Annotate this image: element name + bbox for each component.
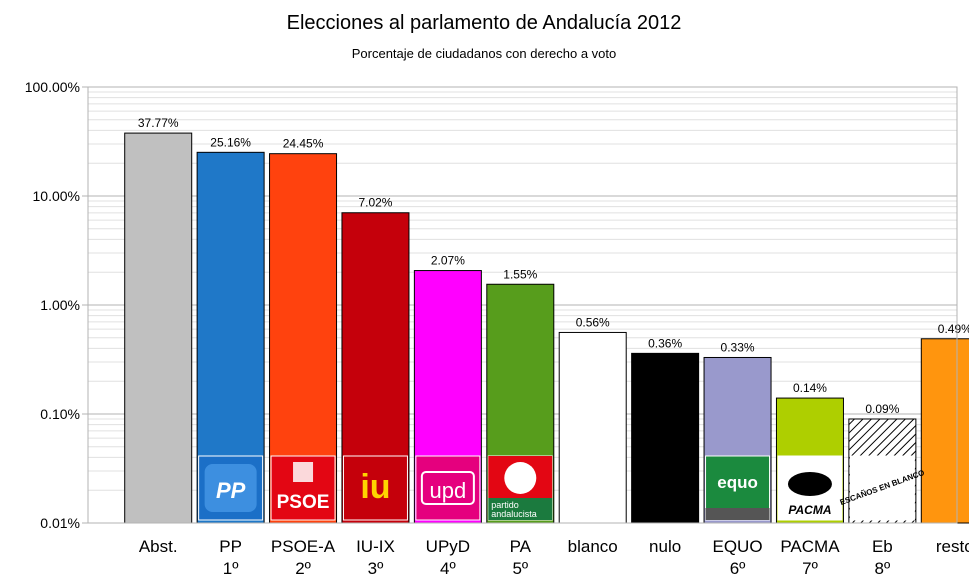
data-label: 7.02% — [358, 196, 392, 210]
x-tick-label: blanco — [568, 537, 618, 556]
bar-nulo — [631, 352, 700, 524]
rank-label: 4º — [440, 559, 456, 578]
y-tick-label: 10.00% — [33, 188, 80, 204]
x-tick-label: UPyD — [426, 537, 470, 556]
logo-pacma: PACMA — [777, 455, 843, 521]
data-label: 2.07% — [431, 254, 465, 268]
logo-background — [342, 455, 408, 521]
x-tick-label: Eb — [872, 537, 893, 556]
chart-subtitle: Porcentaje de ciudadanos con derecho a v… — [352, 46, 617, 61]
rose-icon — [293, 462, 314, 482]
logo-equo: equo — [705, 455, 771, 521]
rank-label: 1º — [223, 559, 239, 578]
bar-abst. — [124, 132, 193, 524]
y-axis: 0.01% 0.10% 1.00% 10.00% 100.00% — [25, 79, 80, 531]
rank-label: 7º — [802, 559, 818, 578]
logo-text: upd — [430, 478, 467, 503]
y-tick-label: 100.00% — [25, 79, 80, 95]
y-tick-label: 1.00% — [40, 297, 80, 313]
logo-frame — [420, 471, 475, 505]
logo-text: PP — [216, 478, 246, 503]
logo-eb: ESCAÑOS EN BLANCO — [839, 455, 926, 521]
logo-band — [705, 508, 770, 520]
logo-text: andalucista — [491, 509, 537, 519]
logo-text: partido — [491, 500, 519, 510]
y-tick-label: 0.01% — [40, 515, 80, 531]
bar-resto — [920, 338, 969, 524]
logo-text: iu — [360, 468, 390, 506]
bar-blanco — [558, 331, 627, 524]
data-label: 0.33% — [721, 340, 755, 354]
bull-icon — [787, 472, 832, 496]
x-axis: Abst. PP 1º PSOE-A 2º IU-IX 3º UPyD 4º PA 5º blanco… — [139, 537, 969, 578]
data-label: 24.45% — [283, 137, 324, 151]
y-tick-label: 0.10% — [40, 406, 80, 422]
data-labels: 37.77% 25.16% 24.45% 7.02% 2.07% 1.55% 0.56% 0.… — [138, 116, 969, 416]
logo-background — [849, 455, 915, 521]
logo-psoe-a: PSOE — [270, 455, 336, 521]
rank-label: 8º — [875, 559, 891, 578]
data-label: 1.55% — [503, 267, 537, 281]
chart-title: Elecciones al parlamento de Andalucía 20… — [287, 12, 682, 34]
logo-bottom-band — [488, 498, 553, 520]
data-label: 37.77% — [138, 116, 179, 130]
data-label: 0.49% — [938, 322, 969, 336]
x-tick-label: resto — [936, 537, 969, 556]
logo-text: PACMA — [788, 503, 831, 517]
logo-pp: PP — [198, 455, 264, 521]
logo-upyd: upd — [415, 455, 481, 521]
rank-label: 5º — [512, 559, 528, 578]
logo-text: equo — [717, 473, 758, 492]
hand-icon — [504, 462, 537, 494]
rank-label: 3º — [368, 559, 384, 578]
plot-frame — [87, 86, 958, 524]
x-tick-label: IU-IX — [356, 537, 395, 556]
data-label: 25.16% — [210, 135, 251, 149]
x-tick-label: PSOE-A — [271, 537, 336, 556]
logo-inner — [204, 464, 257, 512]
x-tick-label: PA — [510, 537, 532, 556]
x-tick-label: PP — [219, 537, 242, 556]
rank-label: 2º — [295, 559, 311, 578]
x-tick-label: PACMA — [780, 537, 840, 556]
x-tick-label: Abst. — [139, 537, 178, 556]
data-label: 0.09% — [865, 402, 899, 416]
data-label: 0.36% — [648, 336, 682, 350]
x-tick-label: nulo — [649, 537, 681, 556]
logo-iu-ix: iu — [342, 455, 408, 521]
logo-background — [415, 455, 481, 521]
rank-label: 6º — [730, 559, 746, 578]
data-label: 0.14% — [793, 381, 827, 395]
data-label: 0.56% — [576, 315, 610, 329]
logo-text: PSOE — [277, 492, 330, 513]
x-tick-label: EQUO — [713, 537, 763, 556]
